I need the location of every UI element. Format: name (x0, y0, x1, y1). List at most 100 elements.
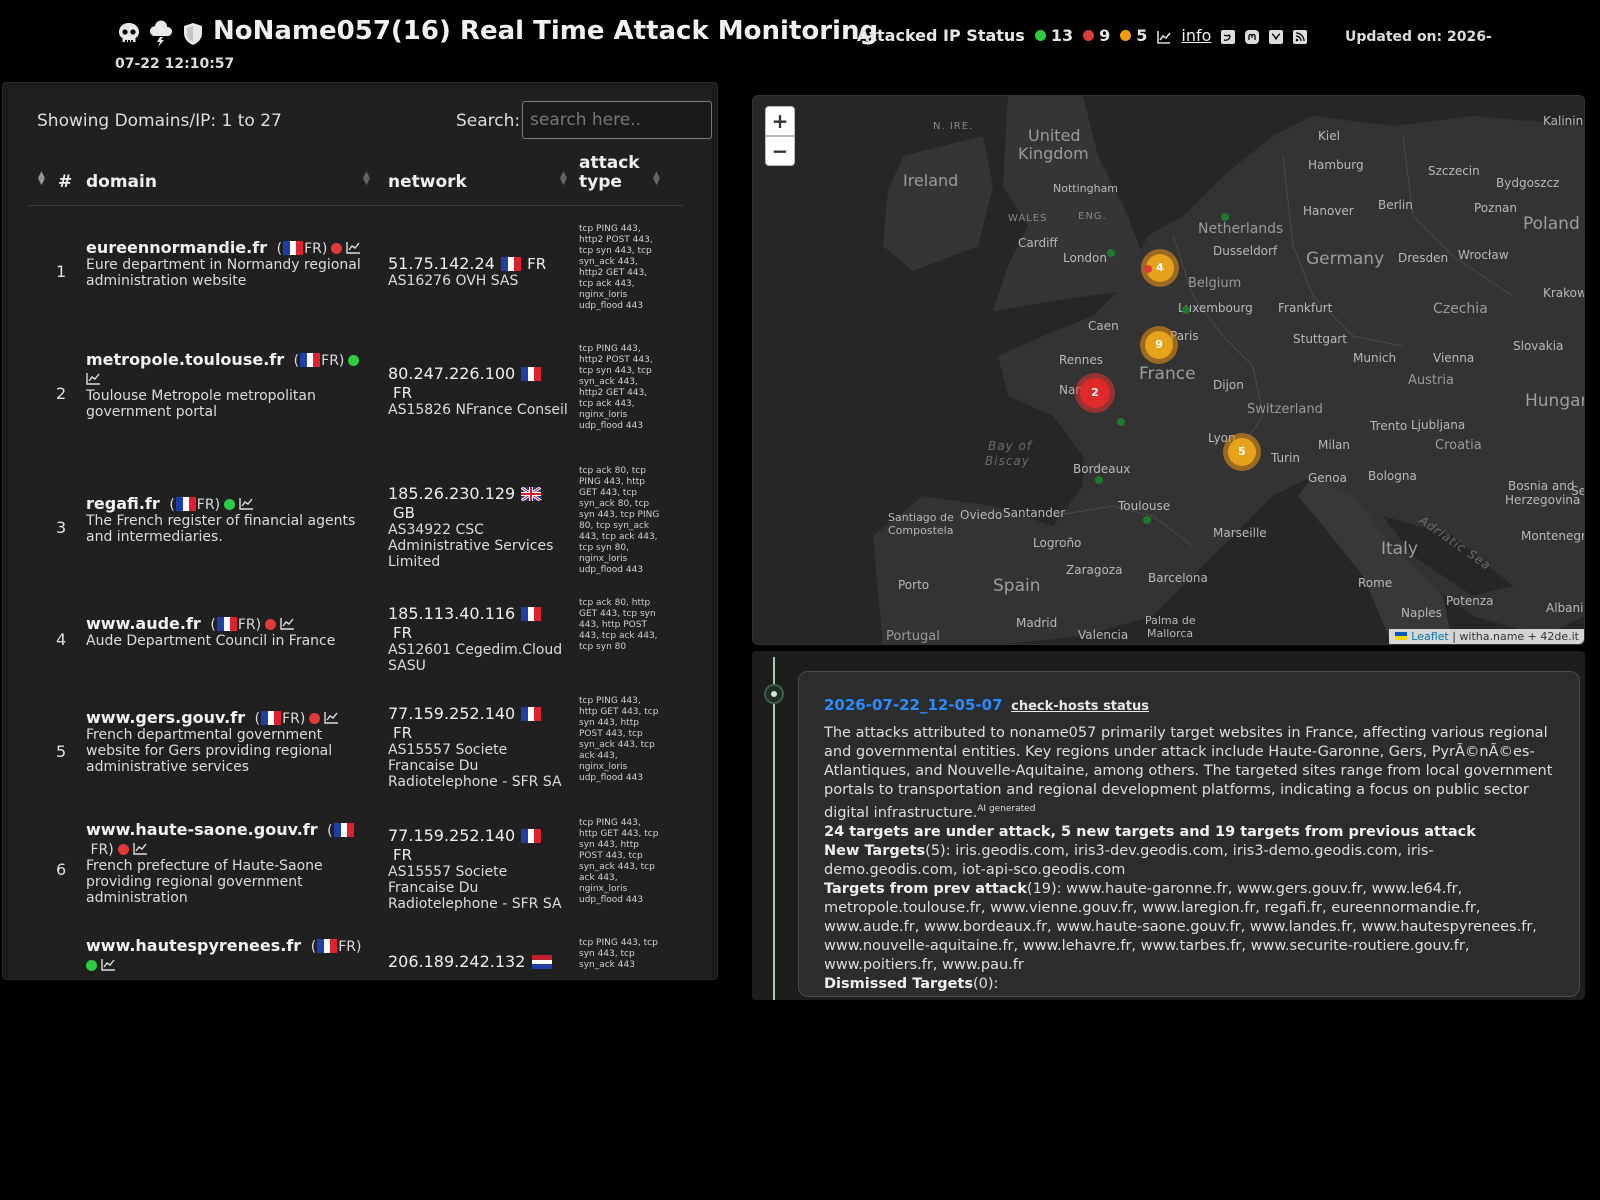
bluesky-icon[interactable] (1269, 29, 1284, 44)
chart-trend-icon[interactable] (346, 239, 361, 254)
site-marker-up[interactable] (1095, 476, 1103, 484)
attack-types: tcp ack 80, http GET 443, tcp syn 443, h… (579, 598, 658, 652)
leaflet-link[interactable]: Leaflet (1411, 630, 1449, 643)
ip-address: 77.159.252.140 (388, 826, 516, 845)
sort-arrows-icon[interactable]: ▲ ▼ (363, 170, 370, 187)
cluster-marker[interactable]: 2 (1075, 373, 1115, 413)
attack-timeline: 2026-07-22_12-05-07 check-hosts status T… (752, 651, 1585, 1000)
network-country: FR (527, 255, 547, 273)
site-marker-up[interactable] (1221, 213, 1229, 221)
domain-link[interactable]: www.aude.fr (86, 614, 201, 633)
ip-address: 51.75.142.24 (388, 254, 495, 273)
asn-name: AS15557 Societe Francaise Du Radioteleph… (388, 742, 562, 790)
table-row: 5 www.gers.gouv.fr (FR) French departmen… (28, 690, 683, 812)
mastodon-icon[interactable] (1245, 29, 1260, 44)
domain-link[interactable]: www.hautespyrenees.fr (86, 936, 302, 955)
attack-types: tcp PING 443, http GET 443, tcp syn 443,… (579, 818, 659, 905)
info-link[interactable]: info (1181, 26, 1212, 45)
asn-name: AS15557 Societe Francaise Du Radioteleph… (388, 864, 562, 912)
map-label: Mallorca (1147, 627, 1194, 640)
search-input[interactable] (522, 101, 712, 139)
uk-flag-icon (520, 485, 543, 503)
map-label: Czechia (1433, 301, 1488, 317)
map-attribution: Leaflet | witha.name + 42de.it (1388, 629, 1584, 644)
sort-arrows-icon[interactable]: ▲ ▼ (38, 170, 45, 187)
zoom-out-button[interactable]: − (765, 136, 795, 166)
search-label: Search: (456, 111, 521, 131)
rss-icon[interactable] (1293, 29, 1308, 44)
map-label: Montenegro (1521, 529, 1584, 543)
status-up-icon (348, 355, 360, 366)
updated-timestamp-cont: 07-22 12:10:57 (115, 56, 235, 72)
cluster-marker[interactable]: 5 (1223, 433, 1261, 471)
attack-types: tcp ack 80, tcp PING 443, http GET 443, … (579, 466, 660, 575)
column-header-network[interactable]: network (388, 172, 467, 192)
zoom-in-button[interactable]: + (765, 106, 795, 136)
map-basemap (753, 96, 1584, 644)
map-label: Vienna (1433, 351, 1475, 365)
map-label: Genoa (1308, 471, 1347, 485)
map-label: Portugal (886, 629, 940, 644)
map-label: Bologna (1368, 469, 1417, 483)
chart-trend-icon[interactable] (101, 956, 116, 971)
map-label: United (1028, 126, 1081, 145)
domain-link[interactable]: www.haute-saone.gouv.fr (86, 820, 318, 839)
domain-link[interactable]: eureennormandie.fr (86, 238, 268, 257)
france-flag-icon (283, 241, 304, 255)
map-label: London (1063, 251, 1107, 265)
site-marker-up[interactable] (1117, 418, 1125, 426)
partial-dot-icon (1120, 30, 1132, 41)
table-row: 3 regafi.fr (FR) The French register of … (28, 458, 683, 592)
domain-link[interactable]: regafi.fr (86, 494, 160, 513)
map-label: Cardiff (1018, 236, 1058, 250)
chart-trend-icon[interactable] (133, 840, 148, 855)
map-label: Bydgoszcz (1496, 176, 1560, 190)
page-header: NoName057(16) Real Time Attack Monitorin… (115, 14, 1555, 74)
ai-generated-tag: AI generated (977, 804, 1036, 814)
cluster-marker[interactable]: 9 (1140, 326, 1178, 364)
table-row: 2 metropole.toulouse.fr (FR) Toulouse Me… (28, 336, 683, 458)
chart-trend-icon[interactable] (324, 709, 339, 724)
map-label: Kalining (1543, 114, 1584, 128)
domain-link[interactable]: www.gers.gouv.fr (86, 708, 246, 727)
chart-trend-icon[interactable] (239, 495, 254, 510)
france-flag-icon (500, 256, 521, 271)
attack-map[interactable]: + − N. IRE. United Kingdom Ireland WALES… (752, 95, 1585, 645)
network-country: GB (393, 504, 415, 522)
updated-timestamp: Updated on: 2026- (1345, 29, 1492, 45)
new-targets: New Targets(5): iris.geodis.com, iris3-d… (824, 842, 1434, 878)
network-country: FR (393, 384, 413, 402)
map-label: Wrocław (1458, 248, 1509, 262)
sort-arrows-icon[interactable]: ▲ ▼ (560, 170, 567, 187)
chart-trend-icon[interactable] (280, 615, 295, 630)
chart-trend-icon[interactable] (1157, 29, 1171, 44)
chart-trend-icon[interactable] (86, 370, 101, 385)
targets-summary: 24 targets are under attack, 5 new targe… (824, 823, 1476, 840)
row-number: 3 (56, 518, 67, 537)
timeline-line (773, 657, 775, 1000)
map-label: Poland (1523, 214, 1580, 234)
site-marker-up[interactable] (1143, 516, 1151, 524)
targets-table-panel: Showing Domains/IP: 1 to 27 Search: ▲▼ #… (2, 82, 718, 980)
sort-arrows-icon[interactable]: ▲ ▼ (653, 170, 660, 187)
column-header-attack-type[interactable]: attack type (579, 153, 640, 192)
site-marker-up[interactable] (1182, 306, 1190, 314)
table-row: www.hautespyrenees.fr (FR) 206.189.242.1… (28, 932, 683, 978)
map-label: Santander (1003, 506, 1066, 520)
site-marker-down[interactable] (1144, 265, 1152, 273)
network-cell: 206.189.242.132 (388, 952, 568, 971)
twitter-icon[interactable] (1221, 29, 1236, 44)
map-label: Rennes (1059, 353, 1104, 367)
asn-name: AS12601 Cegedim.Cloud SASU (388, 642, 563, 674)
attack-types: tcp PING 443, http2 POST 443, tcp syn 44… (579, 224, 653, 311)
domain-link[interactable]: metropole.toulouse.fr (86, 350, 285, 369)
site-marker-up[interactable] (1107, 249, 1115, 257)
column-header-domain[interactable]: domain (86, 172, 157, 192)
check-hosts-link[interactable]: check-hosts status (1011, 699, 1149, 714)
status-up-icon (86, 960, 97, 971)
netherlands-flag-icon (531, 954, 552, 969)
timeline-card: 2026-07-22_12-05-07 check-hosts status T… (798, 671, 1580, 997)
column-header-num[interactable]: # (58, 172, 73, 192)
map-label: Naples (1401, 606, 1442, 620)
map-label: Croatia (1435, 438, 1482, 453)
